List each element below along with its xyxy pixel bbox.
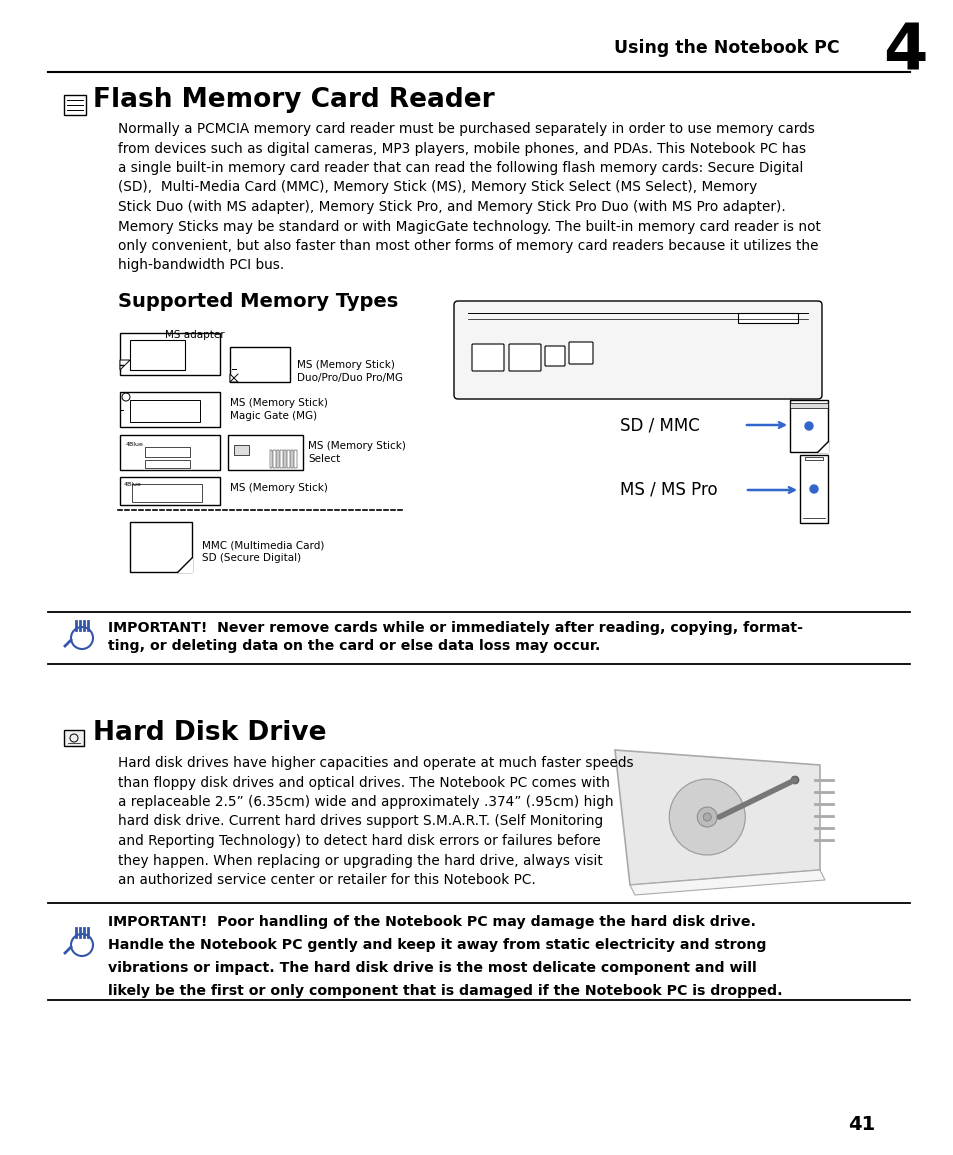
Circle shape xyxy=(804,422,812,430)
Text: MS adapter: MS adapter xyxy=(165,330,224,340)
Text: Supported Memory Types: Supported Memory Types xyxy=(118,292,397,311)
Bar xyxy=(120,435,220,470)
Text: they happen. When replacing or upgrading the hard drive, always visit: they happen. When replacing or upgrading… xyxy=(118,854,602,867)
Text: and Reporting Technology) to detect hard disk errors or failures before: and Reporting Technology) to detect hard… xyxy=(118,834,600,848)
Bar xyxy=(287,450,290,468)
Bar xyxy=(130,340,185,370)
Polygon shape xyxy=(615,750,820,885)
Text: ting, or deleting data on the card or else data loss may occur.: ting, or deleting data on the card or el… xyxy=(108,639,599,653)
Bar xyxy=(120,392,220,427)
Text: Memory Sticks may be standard or with MagicGate technology. The built-in memory : Memory Sticks may be standard or with Ma… xyxy=(118,219,820,233)
Bar xyxy=(789,400,827,452)
Bar xyxy=(120,477,220,505)
Bar xyxy=(130,522,192,572)
Text: Using the Notebook PC: Using the Notebook PC xyxy=(614,39,840,57)
FancyBboxPatch shape xyxy=(454,301,821,398)
Text: Hard Disk Drive: Hard Disk Drive xyxy=(92,720,326,746)
Bar xyxy=(130,400,200,422)
Text: MS (Memory Stick): MS (Memory Stick) xyxy=(296,360,395,370)
Text: MS (Memory Stick): MS (Memory Stick) xyxy=(308,441,405,450)
Circle shape xyxy=(790,776,799,784)
Circle shape xyxy=(809,485,817,493)
Polygon shape xyxy=(120,360,130,370)
Bar xyxy=(132,484,202,502)
Text: an authorized service center or retailer for this Notebook PC.: an authorized service center or retailer… xyxy=(118,873,536,887)
Text: Hard disk drives have higher capacities and operate at much faster speeds: Hard disk drives have higher capacities … xyxy=(118,757,633,770)
Bar xyxy=(276,450,279,468)
Bar xyxy=(294,450,296,468)
Bar xyxy=(800,455,827,523)
Bar xyxy=(789,403,827,408)
Circle shape xyxy=(702,813,711,821)
FancyBboxPatch shape xyxy=(472,344,503,371)
Bar xyxy=(284,450,286,468)
Polygon shape xyxy=(629,870,824,895)
Bar xyxy=(270,450,273,468)
Bar xyxy=(120,333,220,375)
Text: Select: Select xyxy=(308,454,340,464)
Bar xyxy=(274,450,275,468)
Bar xyxy=(804,457,822,460)
FancyBboxPatch shape xyxy=(544,346,564,366)
Text: SD / MMC: SD / MMC xyxy=(619,416,699,434)
Bar xyxy=(233,445,249,455)
Text: than floppy disk drives and optical drives. The Notebook PC comes with: than floppy disk drives and optical driv… xyxy=(118,775,609,790)
Text: (SD),  Multi-Media Card (MMC), Memory Stick (MS), Memory Stick Select (MS Select: (SD), Multi-Media Card (MMC), Memory Sti… xyxy=(118,180,757,194)
Text: only convenient, but also faster than most other forms of memory card readers be: only convenient, but also faster than mo… xyxy=(118,239,818,253)
Bar xyxy=(64,95,86,116)
Bar xyxy=(145,447,190,457)
Text: Normally a PCMCIA memory card reader must be purchased separately in order to us: Normally a PCMCIA memory card reader mus… xyxy=(118,122,814,136)
Text: a replaceable 2.5” (6.35cm) wide and approximately .374” (.95cm) high: a replaceable 2.5” (6.35cm) wide and app… xyxy=(118,795,613,808)
FancyBboxPatch shape xyxy=(509,344,540,371)
Text: from devices such as digital cameras, MP3 players, mobile phones, and PDAs. This: from devices such as digital cameras, MP… xyxy=(118,142,805,156)
Text: MMC (Multimedia Card): MMC (Multimedia Card) xyxy=(202,541,324,550)
Text: 4Blue: 4Blue xyxy=(124,482,142,487)
Text: Handle the Notebook PC gently and keep it away from static electricity and stron: Handle the Notebook PC gently and keep i… xyxy=(108,938,765,952)
Text: Flash Memory Card Reader: Flash Memory Card Reader xyxy=(92,87,494,113)
Bar xyxy=(738,313,797,323)
Text: MS (Memory Stick): MS (Memory Stick) xyxy=(230,398,328,408)
Bar xyxy=(228,435,303,470)
Bar xyxy=(280,450,283,468)
Text: Stick Duo (with MS adapter), Memory Stick Pro, and Memory Stick Pro Duo (with MS: Stick Duo (with MS adapter), Memory Stic… xyxy=(118,200,785,214)
Polygon shape xyxy=(230,374,237,382)
Polygon shape xyxy=(817,442,827,452)
Text: SD (Secure Digital): SD (Secure Digital) xyxy=(202,553,301,562)
Text: 4: 4 xyxy=(882,21,926,83)
Text: high-bandwidth PCI bus.: high-bandwidth PCI bus. xyxy=(118,259,284,273)
FancyBboxPatch shape xyxy=(568,342,593,364)
Bar xyxy=(145,460,190,468)
Circle shape xyxy=(697,807,717,827)
Text: vibrations or impact. The hard disk drive is the most delicate component and wil: vibrations or impact. The hard disk driv… xyxy=(108,961,756,975)
Text: 41: 41 xyxy=(847,1116,875,1134)
Bar xyxy=(291,450,294,468)
Polygon shape xyxy=(178,558,192,572)
Text: Magic Gate (MG): Magic Gate (MG) xyxy=(230,411,316,422)
Bar xyxy=(230,346,290,382)
Text: likely be the first or only component that is damaged if the Notebook PC is drop: likely be the first or only component th… xyxy=(108,984,781,998)
Text: IMPORTANT!  Never remove cards while or immediately after reading, copying, form: IMPORTANT! Never remove cards while or i… xyxy=(108,621,802,635)
Circle shape xyxy=(669,778,744,855)
Bar xyxy=(64,730,84,746)
Text: MS (Memory Stick): MS (Memory Stick) xyxy=(230,483,328,493)
Text: Duo/Pro/Duo Pro/MG: Duo/Pro/Duo Pro/MG xyxy=(296,373,402,383)
Text: hard disk drive. Current hard drives support S.M.A.R.T. (Self Monitoring: hard disk drive. Current hard drives sup… xyxy=(118,814,602,828)
Text: a single built-in memory card reader that can read the following flash memory ca: a single built-in memory card reader tha… xyxy=(118,161,802,176)
Text: MS / MS Pro: MS / MS Pro xyxy=(619,480,717,499)
Text: IMPORTANT!  Poor handling of the Notebook PC may damage the hard disk drive.: IMPORTANT! Poor handling of the Notebook… xyxy=(108,915,755,929)
Text: 4Blue: 4Blue xyxy=(126,442,144,447)
